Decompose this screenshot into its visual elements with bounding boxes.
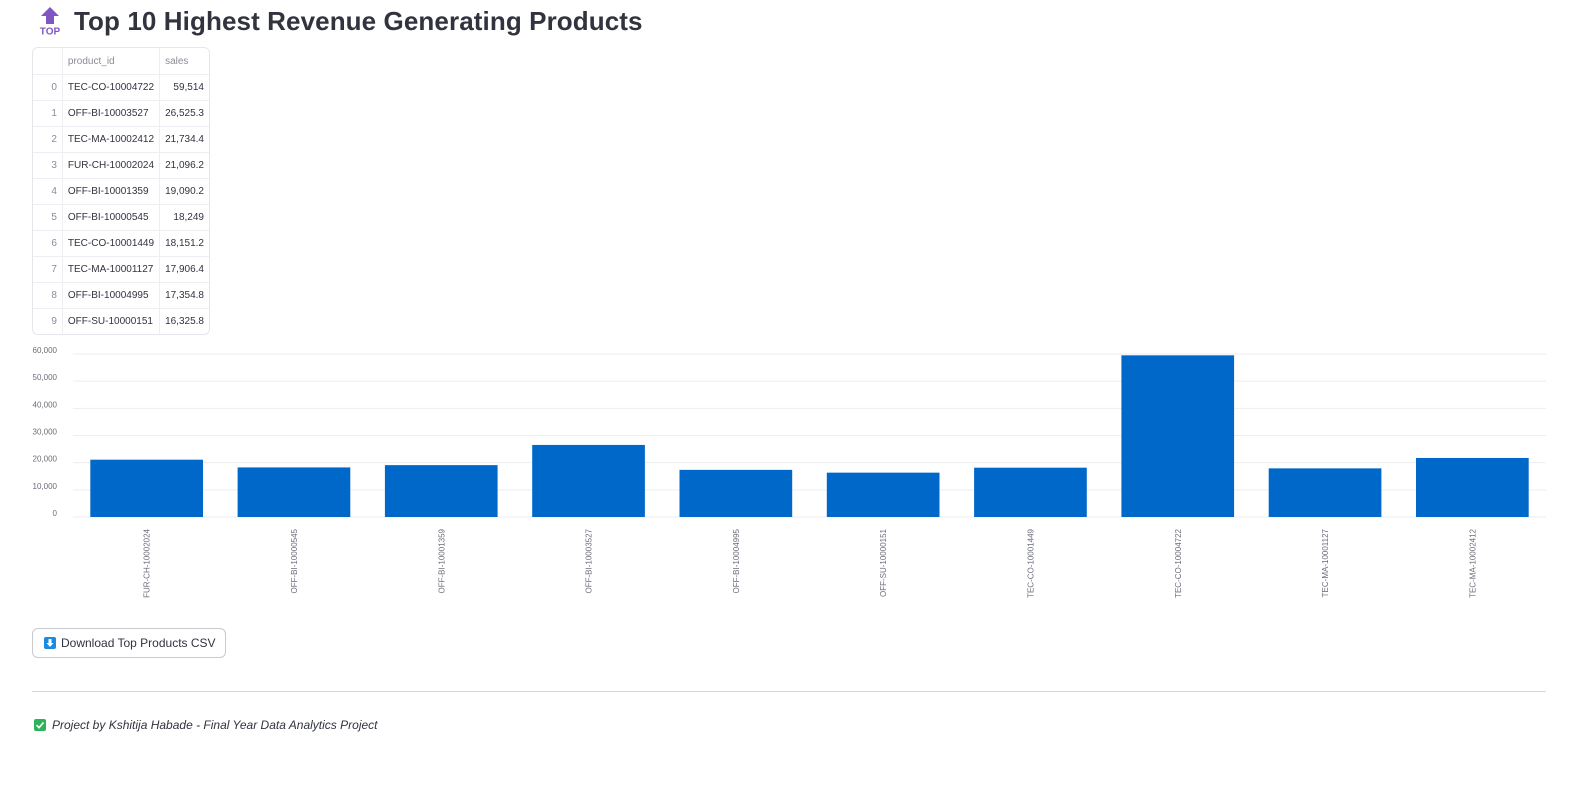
x-tick-label: OFF-SU-10000151	[879, 528, 888, 597]
product-id-cell[interactable]: OFF-BI-10000545	[62, 204, 161, 231]
table-row[interactable]: 5 OFF-BI-10000545 18,249	[33, 204, 209, 231]
row-index-cell[interactable]: 3	[33, 152, 63, 179]
product-id-cell[interactable]: TEC-CO-10001449	[62, 230, 161, 257]
product-id-cell[interactable]: OFF-BI-10004995	[62, 282, 161, 309]
product-id-cell[interactable]: TEC-MA-10001127	[62, 256, 161, 283]
x-tick-label: TEC-MA-10001127	[1321, 528, 1330, 597]
x-tick-label: FUR-CH-10002024	[143, 528, 152, 597]
chart-bar[interactable]	[679, 469, 793, 517]
product-id-column-header[interactable]: product_id	[62, 48, 161, 75]
chart-bar[interactable]	[826, 472, 940, 517]
row-index-cell[interactable]: 1	[33, 100, 63, 127]
sales-cell[interactable]: 59,514	[159, 74, 209, 101]
sales-cell[interactable]: 16,325.8	[165, 316, 204, 327]
row-index-cell[interactable]: 7	[33, 256, 63, 283]
y-tick-label: 60,000	[33, 346, 58, 355]
sales-cell[interactable]: 21,096.2	[159, 152, 209, 179]
chart-bar[interactable]	[237, 467, 351, 517]
chart-bar[interactable]	[1121, 355, 1235, 517]
footer-credit: Project by Kshitija Habade - Final Year …	[34, 718, 378, 732]
product-id-cell[interactable]: OFF-SU-10000151	[62, 308, 161, 334]
sales-cell[interactable]: 17,354.8	[159, 282, 209, 309]
product-id-cell[interactable]: OFF-BI-10001359	[62, 178, 161, 205]
section-divider	[32, 691, 1546, 692]
check-mark-icon	[34, 719, 46, 731]
svg-text:TOP: TOP	[40, 27, 61, 37]
x-tick-label: OFF-BI-10003527	[585, 528, 594, 593]
y-tick-label: 50,000	[33, 373, 58, 382]
sales-bar-chart[interactable]: 0 10,000 20,000 30,000 40,000 50,000 60,000 FUR…	[0, 345, 1587, 605]
x-tick-label: TEC-CO-10004722	[1174, 528, 1183, 597]
y-tick-label: 40,000	[33, 400, 58, 409]
row-index-cell[interactable]: 8	[33, 282, 63, 309]
table-row[interactable]: 9 OFF-SU-10000151 16,325.8	[33, 308, 209, 334]
product-id-cell[interactable]: TEC-MA-10002412	[62, 126, 161, 153]
table-row[interactable]: 8 OFF-BI-10004995 17,354.8	[33, 282, 209, 309]
table-row[interactable]: 2 TEC-MA-10002412 21,734.4	[33, 126, 209, 153]
sales-column-header[interactable]: sales	[159, 48, 209, 75]
sales-cell[interactable]: 26,525.3	[159, 100, 209, 127]
row-index-cell[interactable]: 4	[33, 178, 63, 205]
row-index-cell[interactable]: 2	[33, 126, 63, 153]
page-title: Top 10 Highest Revenue Generating Produc…	[74, 5, 643, 36]
row-index-cell[interactable]: 0	[33, 74, 63, 101]
table-row[interactable]: 3 FUR-CH-10002024 21,096.2	[33, 152, 209, 179]
row-index-cell[interactable]: 9	[33, 308, 63, 334]
product-id-cell[interactable]: FUR-CH-10002024	[62, 152, 161, 179]
download-arrow-icon	[44, 637, 56, 649]
row-index-cell[interactable]: 5	[33, 204, 63, 231]
footer-text: Project by Kshitija Habade - Final Year …	[52, 718, 378, 732]
sales-cell[interactable]: 18,249	[159, 204, 209, 231]
sales-cell[interactable]: 19,090.2	[159, 178, 209, 205]
row-index-cell[interactable]: 6	[33, 230, 63, 257]
download-csv-button[interactable]: Download Top Products CSV	[32, 628, 226, 658]
chart-bar[interactable]	[384, 465, 498, 517]
table-row[interactable]: 1 OFF-BI-10003527 26,525.3	[33, 100, 209, 127]
sales-cell[interactable]: 17,906.4	[159, 256, 209, 283]
table-row[interactable]: 7 TEC-MA-10001127 17,906.4	[33, 256, 209, 283]
table-row[interactable]: 0 TEC-CO-10004722 59,514	[33, 74, 209, 101]
product-id-cell[interactable]: TEC-CO-10004722	[62, 74, 161, 101]
y-tick-label: 20,000	[33, 455, 58, 464]
x-tick-label: OFF-BI-10004995	[732, 528, 741, 593]
top-arrow-icon: TOP	[38, 6, 64, 36]
table-row[interactable]: 4 OFF-BI-10001359 19,090.2	[33, 178, 209, 205]
sales-cell[interactable]: 18,151.2	[159, 230, 209, 257]
product-id-cell[interactable]: OFF-BI-10003527	[62, 100, 161, 127]
sales-cell[interactable]: 21,734.4	[159, 126, 209, 153]
page-header: TOP Top 10 Highest Revenue Generating Pr…	[38, 4, 643, 38]
x-tick-label: TEC-MA-10002412	[1468, 528, 1477, 597]
chart-bar[interactable]	[532, 444, 645, 517]
chart-bar[interactable]	[974, 467, 1087, 517]
x-tick-label: TEC-CO-10001449	[1026, 528, 1035, 597]
table-row[interactable]: 6 TEC-CO-10001449 18,151.2	[33, 230, 209, 257]
chart-bar[interactable]	[90, 459, 203, 517]
y-tick-label: 0	[53, 509, 58, 518]
chart-bar[interactable]	[1416, 457, 1529, 517]
table-header-row: product_id sales	[33, 48, 209, 75]
x-tick-label: OFF-BI-10000545	[290, 528, 299, 593]
y-tick-label: 10,000	[33, 482, 58, 491]
y-tick-label: 30,000	[33, 428, 58, 437]
download-csv-label: Download Top Products CSV	[61, 636, 216, 650]
top-products-table[interactable]: product_id sales 0 TEC-CO-10004722 59,514 1…	[32, 47, 210, 335]
chart-bar[interactable]	[1268, 468, 1382, 517]
x-tick-label: OFF-BI-10001359	[437, 528, 446, 593]
index-column-header[interactable]	[33, 48, 63, 75]
